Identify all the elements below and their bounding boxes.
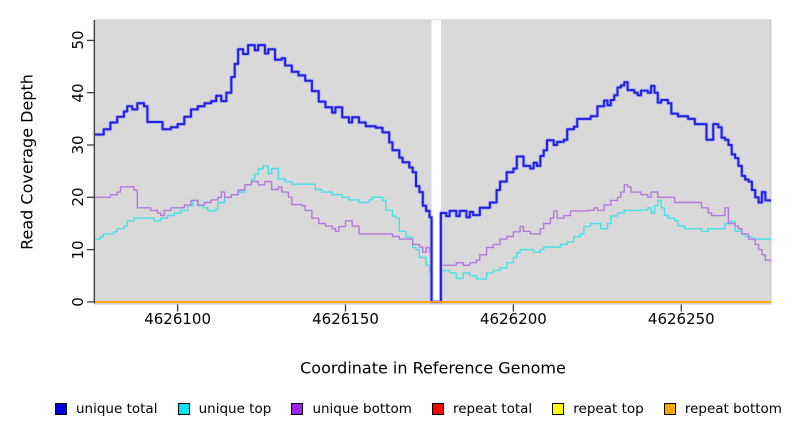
legend-item-unique-total: unique total <box>55 401 157 417</box>
y-tick-label: 10 <box>69 240 87 260</box>
x-tick-label: 4626150 <box>312 310 379 328</box>
legend-label: unique total <box>76 401 158 417</box>
y-axis-title: Read Coverage Depth <box>17 74 37 250</box>
series-unique-top <box>95 165 771 303</box>
legend-label: repeat bottom <box>684 401 782 417</box>
x-axis-title: Coordinate in Reference Genome <box>300 358 566 378</box>
legend-swatch-unique-total <box>55 403 67 415</box>
legend-item-repeat-top: repeat top <box>552 401 644 417</box>
y-tick-label: 40 <box>69 83 87 103</box>
y-tick-label: 50 <box>69 30 87 50</box>
legend-item-repeat-total: repeat total <box>431 401 533 417</box>
legend-swatch-repeat-top <box>552 403 565 415</box>
legend-swatch-repeat-total <box>431 403 444 415</box>
legend-label: repeat total <box>452 401 533 417</box>
legend-label: unique bottom <box>312 401 412 417</box>
x-tick-label: 4626250 <box>647 310 715 328</box>
legend-item-repeat-bottom: repeat bottom <box>663 401 782 417</box>
x-tick-label: 4626200 <box>480 310 547 328</box>
legend-item-unique-bottom: unique bottom <box>291 401 412 417</box>
y-tick-label: 20 <box>69 187 87 207</box>
legend-swatch-unique-bottom <box>291 403 304 415</box>
x-tick-label: 4626100 <box>144 310 212 328</box>
y-tick-label: 30 <box>69 135 87 155</box>
legend-item-unique-top: unique top <box>177 401 272 417</box>
legend-label: repeat top <box>573 401 644 417</box>
legend: unique total unique top unique bottom repea… <box>55 398 782 420</box>
legend-label: unique top <box>198 401 272 417</box>
coverage-gap-band <box>431 20 441 304</box>
series-group <box>95 43 771 304</box>
series-unique-total <box>95 44 771 303</box>
legend-swatch-repeat-bottom <box>663 403 676 415</box>
legend-swatch-unique-top <box>177 403 190 415</box>
y-tick-label: 0 <box>69 297 87 307</box>
